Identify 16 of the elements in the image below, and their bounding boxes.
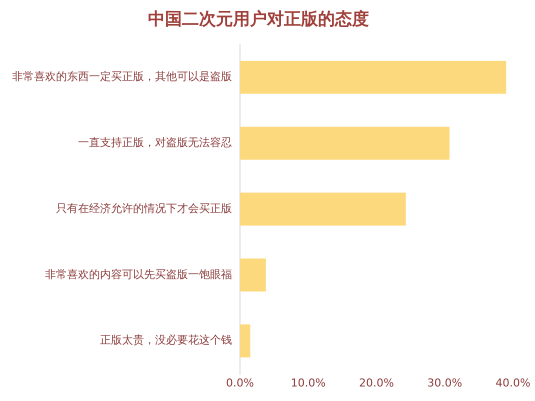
y-tick-label: 非常喜欢的内容可以先买盗版一饱眼福 [45,268,232,281]
bar [240,324,250,358]
bar [240,126,450,160]
bar [240,60,506,94]
y-tick-label: 一直支持正版，对盗版无法容忍 [78,136,232,150]
bar [240,258,266,292]
x-tick-label: 30.0% [427,376,462,390]
y-tick-label: 只有在经济允许的情况下才会买正版 [56,202,232,215]
chart-title: 中国二次元用户对正版的态度 [148,10,369,30]
bar [240,192,406,226]
x-tick-label: 40.0% [496,376,530,390]
y-tick-label: 非常喜欢的东西一定买正版，其他可以是盗版 [12,70,232,84]
x-tick-label: 0.0% [226,376,254,390]
x-tick-label: 10.0% [290,376,326,390]
y-tick-label: 正版太贵，没必要花这个钱 [100,334,232,347]
x-tick-label: 20.0% [359,376,394,390]
